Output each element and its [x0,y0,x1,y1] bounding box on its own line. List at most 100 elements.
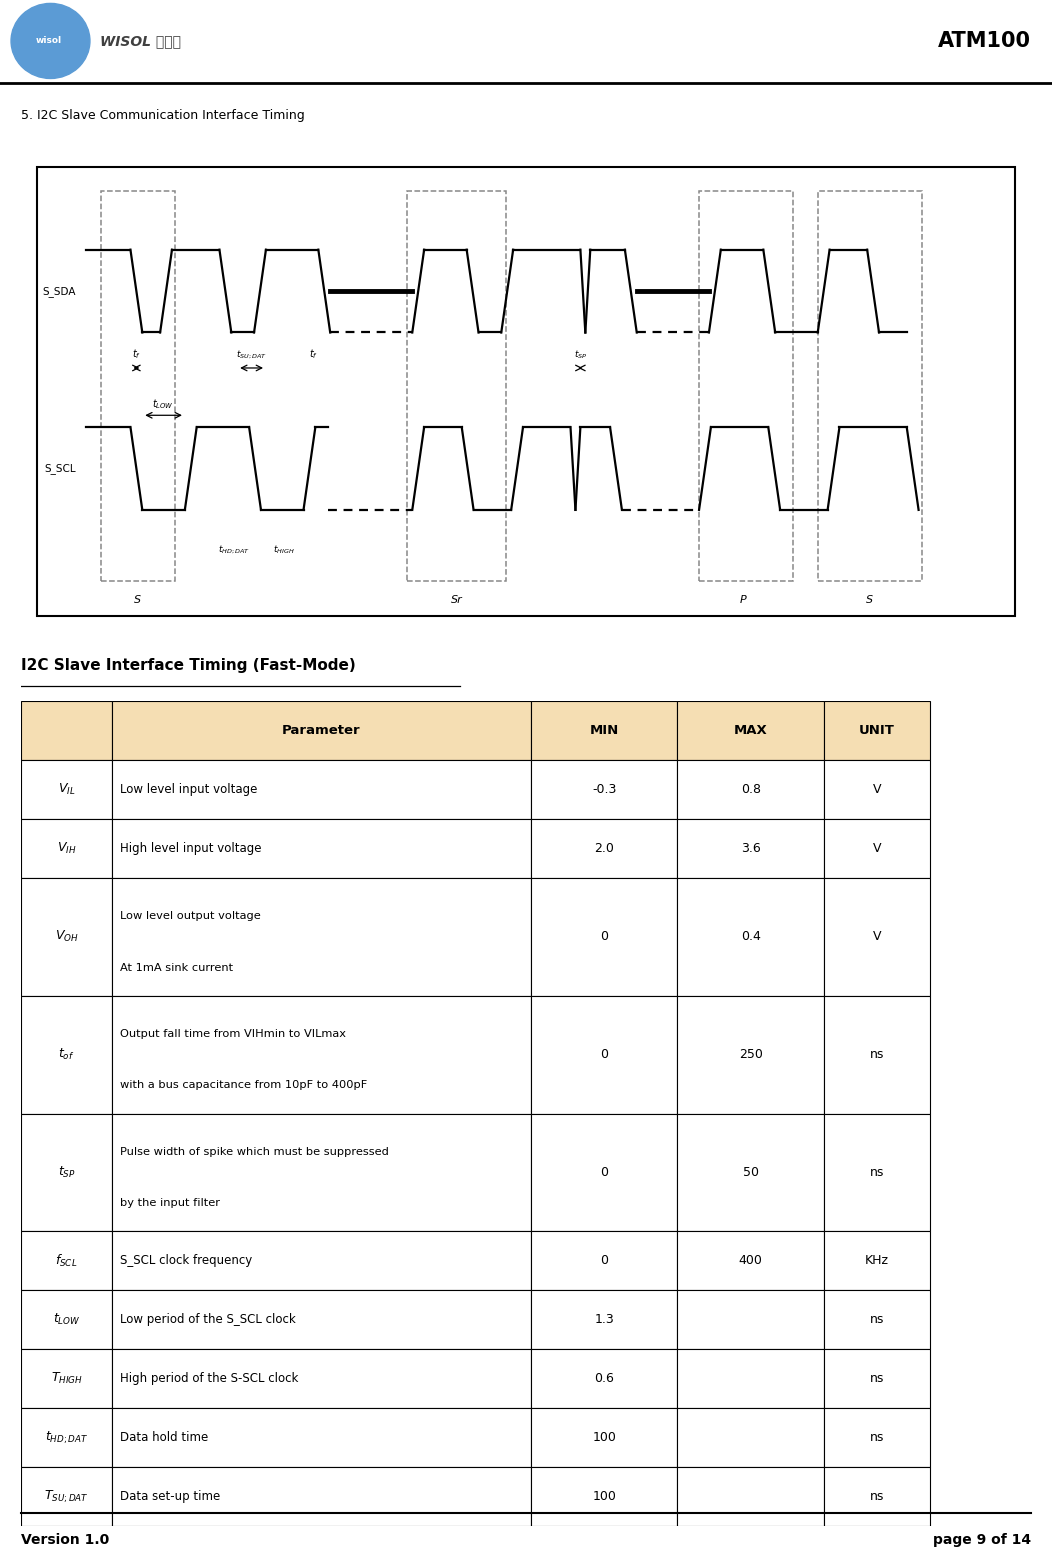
Text: with a bus capacitance from 10pF to 400pF: with a bus capacitance from 10pF to 400p… [120,1081,367,1090]
Text: Version 1.0: Version 1.0 [21,1532,109,1548]
Text: 0: 0 [601,931,608,943]
Bar [112,1290,531,1349]
Text: $t_{HIGH}$: $t_{HIGH}$ [272,543,295,555]
Text: $t_f$: $t_f$ [309,347,318,361]
Text: V: V [873,783,882,796]
Bar [21,1349,112,1408]
Bar [112,760,531,819]
Text: 1.3: 1.3 [594,1314,614,1326]
Text: S_SDA: S_SDA [42,285,76,296]
Text: $T_{HIGH}$: $T_{HIGH}$ [50,1371,82,1387]
Text: 0.8: 0.8 [741,783,761,796]
Text: $t_{SU;DAT}$: $t_{SU;DAT}$ [236,349,266,361]
Bar [824,760,930,819]
Text: 400: 400 [739,1255,763,1267]
Text: UNIT: UNIT [859,724,895,737]
Bar [21,819,112,878]
Bar [21,1231,112,1290]
Text: $t_{SP}$: $t_{SP}$ [58,1165,76,1180]
Text: $t_{of}$: $t_{of}$ [58,1047,75,1062]
Text: MAX: MAX [734,724,768,737]
Bar [112,996,531,1114]
Bar [101,191,175,582]
Text: 0.4: 0.4 [741,931,761,943]
Text: S: S [134,594,141,605]
Bar [531,701,677,760]
Bar [112,1349,531,1408]
Bar [531,996,677,1114]
Text: Output fall time from VIHmin to VILmax: Output fall time from VIHmin to VILmax [120,1030,346,1039]
Text: 3.6: 3.6 [741,842,761,855]
Text: ns: ns [870,1048,884,1061]
Text: Sr: Sr [451,594,463,605]
Bar [677,1467,824,1526]
Text: 0: 0 [601,1048,608,1061]
Bar [824,878,930,996]
Bar [112,1231,531,1290]
Bar [677,701,824,760]
Text: 0.6: 0.6 [594,1373,614,1385]
Bar [677,760,824,819]
Text: S_SCL clock frequency: S_SCL clock frequency [120,1255,252,1267]
Text: $V_{IL}$: $V_{IL}$ [58,782,76,797]
Bar [531,1467,677,1526]
Bar [677,819,824,878]
Bar [677,996,824,1114]
Bar [699,191,793,582]
Bar [531,760,677,819]
Text: KHz: KHz [865,1255,889,1267]
Text: P: P [741,594,747,605]
Bar [531,1349,677,1408]
Text: $t_{HD;DAT}$: $t_{HD;DAT}$ [219,544,250,557]
Text: Low period of the S_SCL clock: Low period of the S_SCL clock [120,1314,296,1326]
Bar [677,1408,824,1467]
Bar [21,878,112,996]
Bar [824,1231,930,1290]
Text: ns: ns [870,1491,884,1503]
Text: MIN: MIN [589,724,619,737]
Text: 5. I2C Slave Communication Interface Timing: 5. I2C Slave Communication Interface Tim… [21,109,305,123]
Text: Parameter: Parameter [282,724,361,737]
Text: S: S [866,594,873,605]
Text: $t_{HD;DAT}$: $t_{HD;DAT}$ [45,1430,88,1446]
Bar [21,1467,112,1526]
Text: Low level output voltage: Low level output voltage [120,912,261,921]
Bar [21,1408,112,1467]
Bar [677,1114,824,1231]
Text: WISOL 와이솔: WISOL 와이솔 [100,34,181,48]
Text: ns: ns [870,1373,884,1385]
Bar [824,1114,930,1231]
Bar [817,191,922,582]
Bar [531,1114,677,1231]
Text: Low level input voltage: Low level input voltage [120,783,258,796]
Text: 0: 0 [601,1166,608,1179]
Bar [531,1408,677,1467]
Bar [824,701,930,760]
Text: 100: 100 [592,1491,616,1503]
Ellipse shape [12,3,90,79]
Bar [824,1467,930,1526]
Text: I2C Slave Interface Timing (Fast-Mode): I2C Slave Interface Timing (Fast-Mode) [21,658,356,673]
Bar [21,996,112,1114]
Bar [677,878,824,996]
Bar [677,1231,824,1290]
Text: $T_{SU;DAT}$: $T_{SU;DAT}$ [44,1489,89,1504]
Text: $t_{SP}$: $t_{SP}$ [573,349,587,361]
Bar [677,1290,824,1349]
Text: $t_{LOW}$: $t_{LOW}$ [53,1312,80,1328]
Text: $f_{SCL}$: $f_{SCL}$ [56,1253,78,1269]
Text: $V_{IH}$: $V_{IH}$ [57,841,76,856]
Text: ns: ns [870,1166,884,1179]
Text: $t_{LOW}$: $t_{LOW}$ [153,397,174,411]
Bar [112,701,531,760]
Text: $t_f$: $t_f$ [132,347,141,361]
Bar [824,819,930,878]
Text: 50: 50 [743,1166,758,1179]
Bar [824,1290,930,1349]
Bar [824,996,930,1114]
Text: V: V [873,842,882,855]
Text: S_SCL: S_SCL [44,464,76,475]
Bar [21,701,112,760]
Bar [112,1114,531,1231]
Bar [824,1349,930,1408]
